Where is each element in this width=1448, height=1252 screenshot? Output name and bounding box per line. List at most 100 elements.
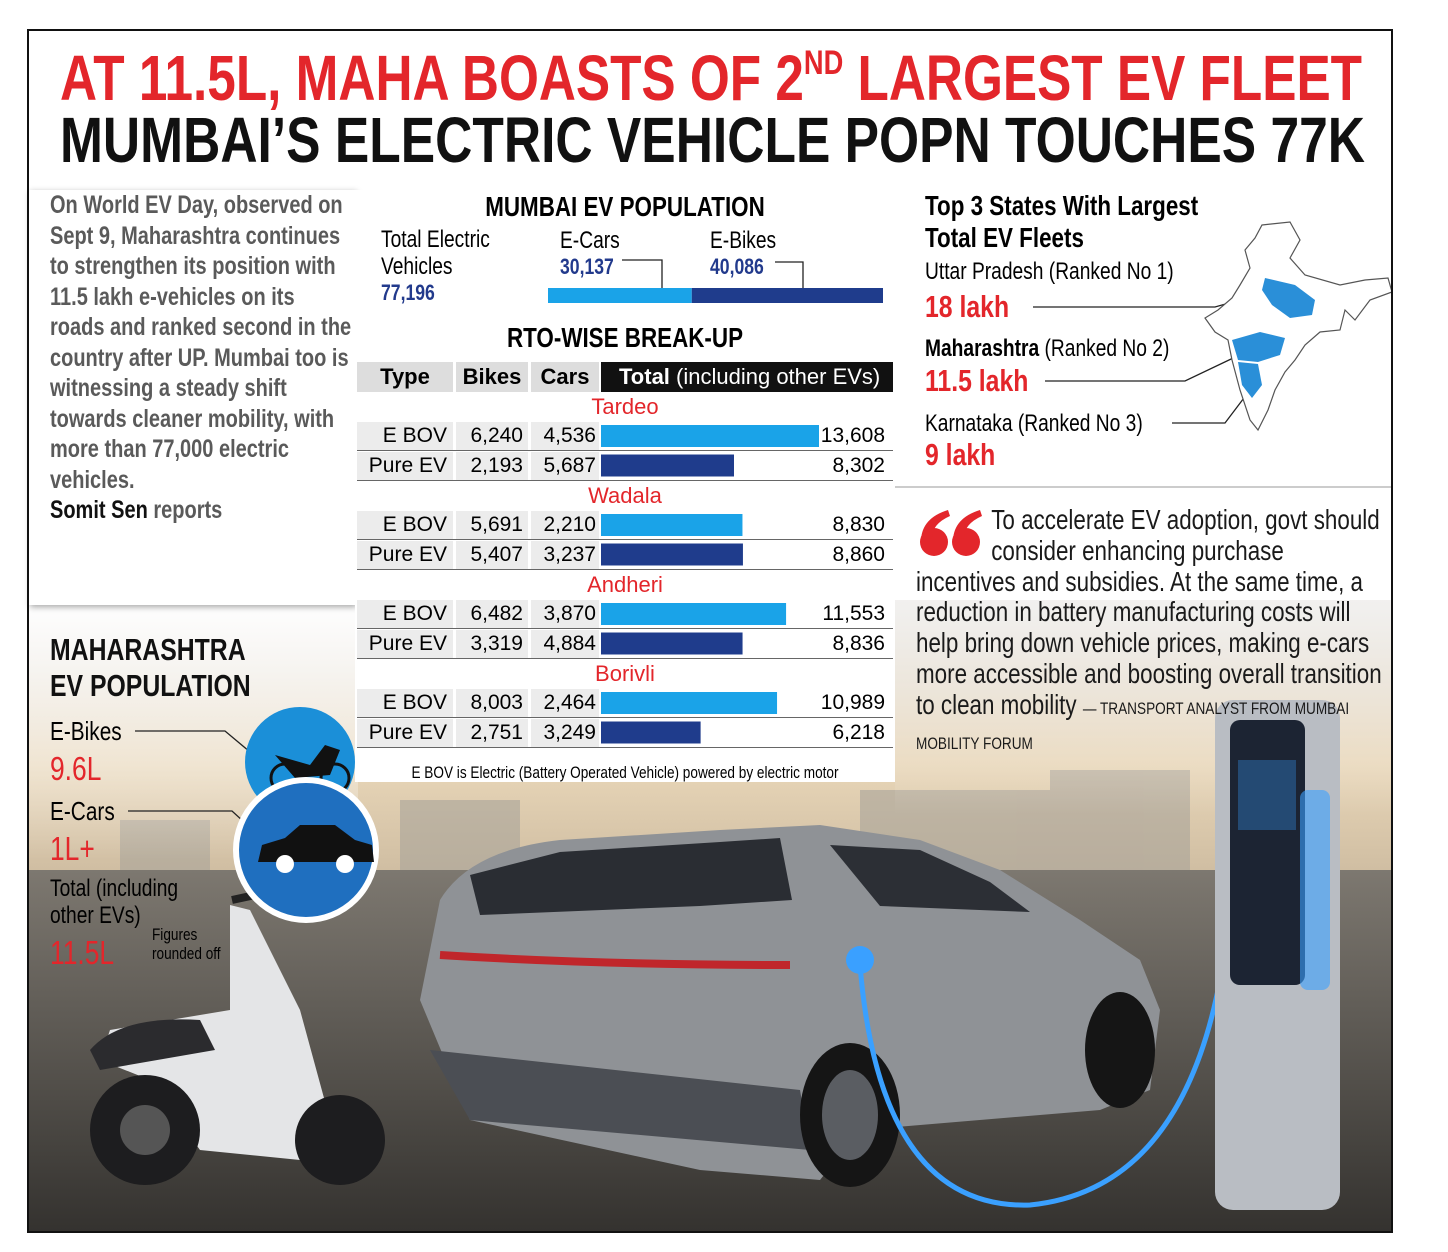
maha-value: 9.6L [50,750,102,787]
segment-name: E-Bikes [710,227,777,254]
cell-type: Pure EV [357,718,453,747]
maha-value: 11.5L [50,934,115,971]
state-name: Maharashtra [925,335,1040,362]
cell-total: 8,836 [832,631,885,655]
segment-value: 40,086 [710,254,764,279]
subheadline: MUMBAI’S ELECTRIC VEHICLE POPN TOUCHES 7… [60,104,1365,176]
author: Somit Sen [50,496,148,524]
state-name: Karnataka [925,410,1013,437]
cell-bikes: 6,240 [456,422,528,450]
states-title: Top 3 States With Largest Total EV Fleet… [925,190,1199,253]
column-header: Cars [531,362,599,392]
cell-total: 8,830 [832,513,885,536]
column-header: Type [357,362,453,392]
rto-title: RTO-WISE BREAK-UP [506,322,744,353]
row-rule [357,450,893,451]
segment-name: E-Cars [560,227,620,254]
cell-cars: 3,870 [531,600,599,628]
total-note: (including other EVs) [676,364,881,389]
cell-cars: 5,687 [531,451,599,480]
row-rule [357,746,893,748]
cell-bikes: 5,691 [456,511,528,539]
intro: On World EV Day, observed on Sept 9, Mah… [50,190,352,526]
cell-total: 13,608 [820,424,885,447]
maha-label: E-Bikes [50,716,122,746]
cell-cars: 3,249 [531,718,599,747]
row-rule [357,628,893,629]
state-value: 9 lakh [925,437,996,472]
cell-bikes: 8,003 [456,689,528,717]
state-value: 11.5 lakh [925,363,1029,398]
intro-panel [28,190,355,605]
cell-type: Pure EV [357,540,453,569]
quote-attribution: — TRANSPORT ANALYST FROM MUMBAI MOBILITY… [916,698,1350,753]
state-value: 18 lakh [925,289,1010,324]
segment-value: 30,137 [560,254,614,279]
cell-cars: 2,464 [531,689,599,717]
byline: Somit Sen reports [50,495,352,526]
footnote: E BOV is Electric (Battery Operated Vehi… [411,763,839,782]
quote: To accelerate EV adoption, govt should c… [916,504,1383,759]
state-rank: (Ranked No 1) [1048,258,1174,285]
column-header: Total (including other EVs) [601,362,893,392]
charger [1215,700,1340,1210]
header: AT 11.5L, MAHA BOASTS OF 2ND LARGEST EV … [28,30,1392,185]
cell-bikes: 2,193 [456,451,528,480]
state-rank: (Ranked No 3) [1017,410,1143,437]
row-rule [357,657,893,659]
total-label: Total Electric Vehicles [381,226,490,280]
total-header: Total [619,364,670,389]
state: Uttar Pradesh (Ranked No 1) [925,258,1174,286]
row-rule [357,568,893,570]
headline-sup: ND [804,44,843,82]
headline-text: AT 11.5L, MAHA BOASTS OF 2 [60,42,804,114]
row-rule [357,479,893,481]
maha-title: MAHARASHTRA EV POPULATION [50,632,251,703]
row-rule [357,717,893,718]
state: Karnataka (Ranked No 3) [925,410,1143,438]
scooter [90,891,385,1185]
total-value: 77,196 [381,280,435,305]
maha-value: 1L+ [50,830,95,867]
byline-suffix: reports [153,496,223,524]
cell-total: 6,218 [832,720,885,744]
state-name: Uttar Pradesh [925,258,1044,285]
cell-type: Pure EV [357,451,453,480]
cell-type: E BOV [357,689,453,717]
headline: AT 11.5L, MAHA BOASTS OF 2ND LARGEST EV … [60,42,1362,114]
region-name: Andheri [587,572,663,597]
cable [857,964,1223,1208]
cell-cars: 2,210 [531,511,599,539]
car [420,825,1160,1187]
cell-total: 11,553 [822,602,885,625]
headline-text: LARGEST EV FLEET [843,42,1362,114]
cell-type: E BOV [357,511,453,539]
maha-label: E-Cars [50,796,115,826]
column-header: Bikes [456,362,528,392]
cell-total: 10,989 [820,691,885,714]
mumbai-title: MUMBAI EV POPULATION [485,191,765,222]
cell-bikes: 3,319 [456,629,528,658]
cell-total: 8,860 [832,542,885,566]
quote-text: To accelerate EV adoption, govt should c… [916,504,1382,720]
frame [27,29,1393,1233]
cell-cars: 4,884 [531,629,599,658]
cell-bikes: 5,407 [456,540,528,569]
intro-text: On World EV Day, observed on Sept 9, Mah… [50,191,352,494]
cell-bikes: 2,751 [456,718,528,747]
note: Figures rounded off [152,925,221,963]
cell-type: E BOV [357,422,453,450]
region-name: Borivli [595,661,655,686]
maha-label: Total (including other EVs) [50,875,179,929]
region-name: Tardeo [591,394,659,419]
cell-cars: 3,237 [531,540,599,569]
region-name: Wadala [588,483,662,508]
cell-type: Pure EV [357,629,453,658]
cell-cars: 4,536 [531,422,599,450]
cell-bikes: 6,482 [456,600,528,628]
cell-type: E BOV [357,600,453,628]
cell-total: 8,302 [832,453,885,477]
row-rule [357,539,893,540]
